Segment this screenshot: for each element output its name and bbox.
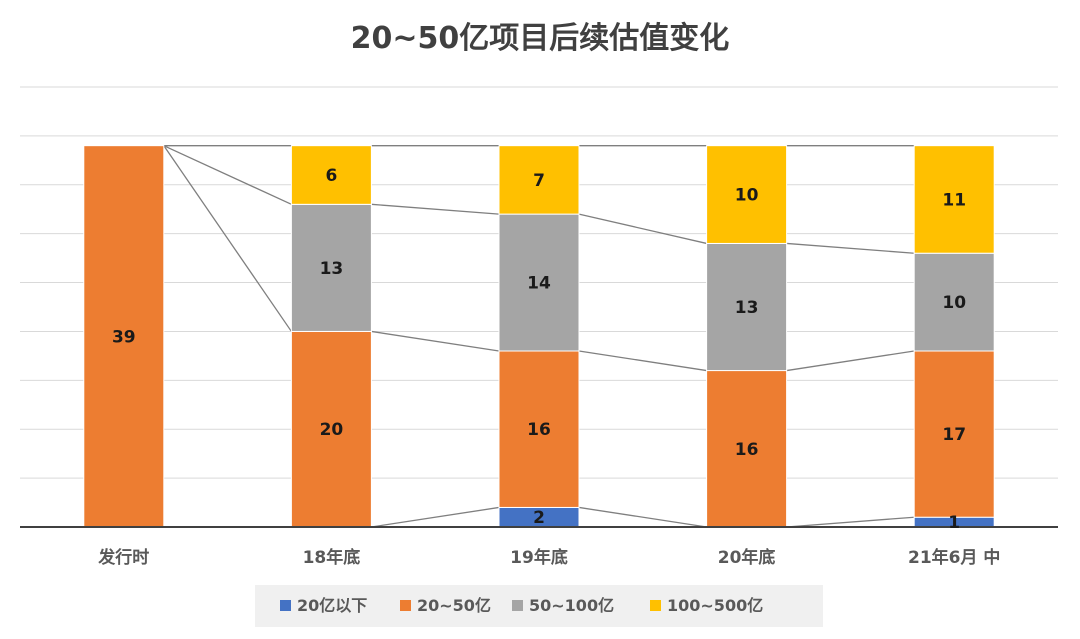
- series-line: [163, 145, 292, 332]
- data-label: 1: [948, 513, 960, 533]
- legend-entry: 100~500亿: [667, 596, 763, 615]
- data-label: 10: [942, 293, 966, 313]
- bar-segment: [83, 145, 165, 528]
- series-lines: [163, 145, 915, 528]
- x-tick-label: 20年底: [718, 547, 776, 568]
- data-label: 14: [527, 274, 551, 294]
- legend-swatch: [512, 600, 523, 611]
- bar-segment: [913, 145, 995, 254]
- series-line: [578, 213, 707, 245]
- bar-segment: [498, 145, 580, 215]
- bars: [83, 145, 995, 528]
- series-line: [371, 330, 500, 352]
- data-label: 16: [527, 420, 551, 440]
- bar-segment: [706, 242, 788, 372]
- series-line: [578, 350, 707, 372]
- bar-segment: [706, 370, 788, 528]
- x-tick-label: 21年6月 中: [908, 547, 1000, 568]
- data-label: 13: [320, 259, 344, 279]
- bar-segment: [290, 330, 372, 528]
- data-label: 10: [735, 186, 759, 206]
- legend-swatch: [280, 600, 291, 611]
- chart-title: 20~50亿项目后续估值变化: [351, 21, 730, 56]
- series-line: [786, 242, 915, 254]
- legend-entry: 20亿以下: [297, 596, 367, 615]
- bar-segment: [498, 213, 580, 352]
- bar-segment: [913, 252, 995, 352]
- data-label: 20: [320, 420, 344, 440]
- legend-swatch: [650, 600, 661, 611]
- bar-segment: [706, 145, 788, 244]
- x-tick-label: 19年底: [510, 547, 568, 568]
- legend-swatch: [400, 600, 411, 611]
- data-label: 11: [942, 190, 966, 210]
- data-label: 2: [533, 508, 545, 528]
- legend-entry: 20~50亿: [417, 596, 491, 615]
- x-tick-labels: 发行时 18年底 19年底 20年底 21年6月 中: [97, 547, 1000, 568]
- series-line: [371, 203, 500, 215]
- data-labels: 39 20 13 6 2 16 14 7 16 13 10 1 17 10 11: [112, 166, 966, 533]
- data-label: 39: [112, 327, 136, 347]
- data-label: 6: [325, 166, 337, 186]
- series-line: [371, 506, 500, 528]
- legend-entry: 50~100亿: [529, 596, 614, 615]
- x-tick-label: 发行时: [97, 547, 149, 568]
- bar-segment: [913, 350, 995, 518]
- bar-segment: [290, 145, 372, 205]
- x-tick-label: 18年底: [303, 547, 361, 568]
- series-line: [163, 145, 292, 205]
- legend: 20亿以下 20~50亿 50~100亿 100~500亿: [255, 585, 823, 627]
- series-line: [578, 506, 707, 528]
- data-label: 16: [735, 440, 759, 460]
- series-line: [786, 350, 915, 372]
- legend-box: [255, 585, 823, 627]
- bar-segment: [498, 350, 580, 508]
- data-label: 13: [735, 298, 759, 318]
- data-label: 7: [533, 171, 545, 191]
- series-line: [786, 516, 915, 528]
- data-label: 17: [942, 425, 966, 445]
- bar-segment: [290, 203, 372, 332]
